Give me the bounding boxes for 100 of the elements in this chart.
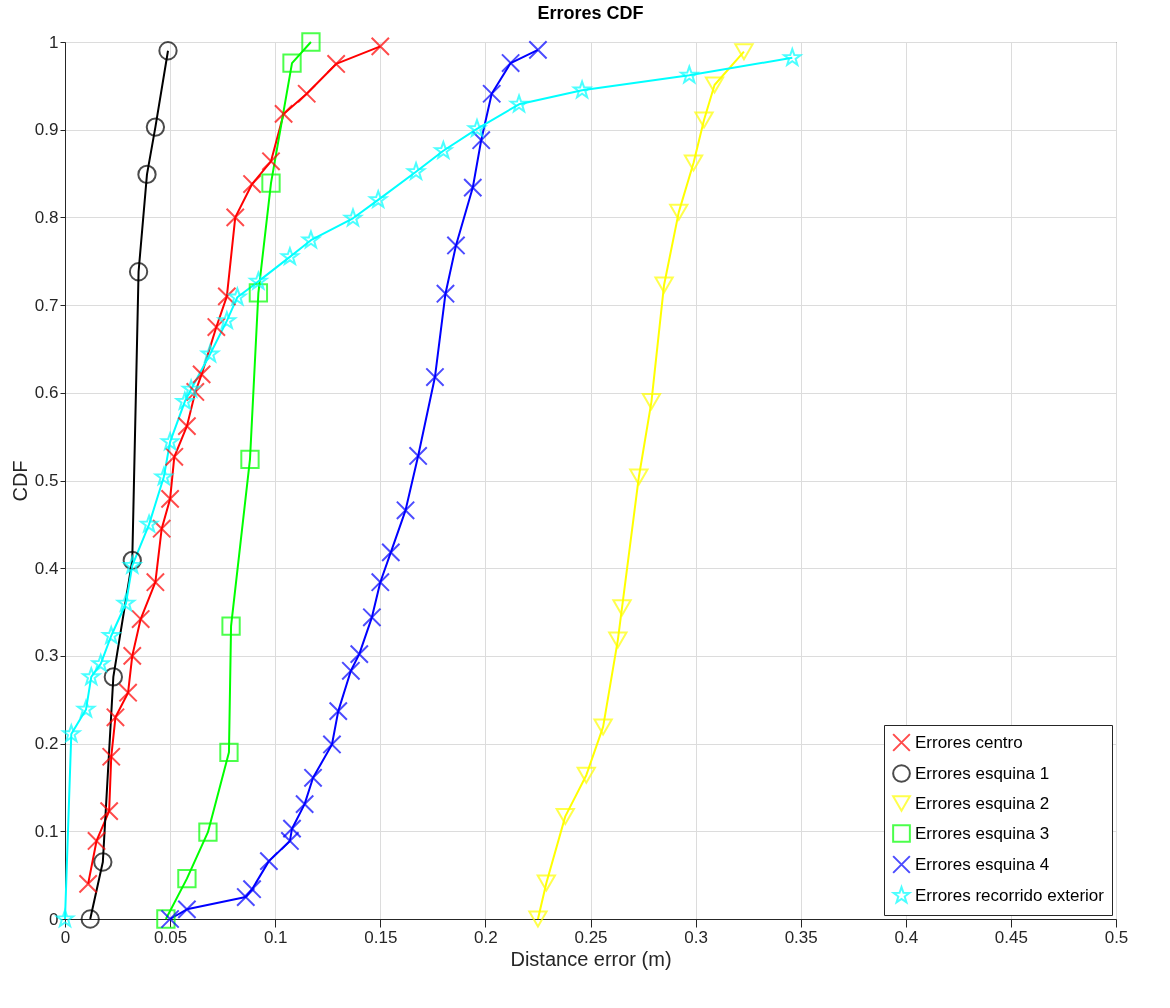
chart-title: Errores CDF [537, 3, 644, 24]
point [177, 899, 197, 920]
y-tick-label: 0.5 [34, 471, 59, 490]
point [528, 910, 548, 928]
x-tick-label: 0.35 [784, 927, 818, 947]
point [103, 667, 124, 687]
y-tick-label: 0.4 [34, 558, 59, 578]
point [683, 154, 704, 172]
point [242, 879, 262, 899]
point [280, 831, 300, 851]
point [434, 141, 453, 159]
point [177, 869, 197, 889]
point [122, 646, 142, 666]
point [406, 162, 426, 180]
point [91, 654, 110, 672]
legend-label: Errores esquina 2 [915, 793, 1050, 813]
y-tick-label: 0 [49, 909, 59, 929]
point [669, 203, 689, 221]
point [282, 819, 302, 839]
point [261, 173, 281, 193]
point [704, 76, 725, 94]
point [608, 631, 628, 649]
point [381, 542, 401, 563]
point [145, 117, 166, 137]
point [199, 342, 221, 364]
point [191, 364, 212, 385]
point [198, 822, 218, 842]
y-tick-label: 0.9 [34, 120, 59, 140]
point [236, 887, 256, 907]
point [300, 228, 322, 250]
point [80, 909, 100, 929]
point [225, 207, 245, 228]
point [593, 718, 613, 736]
legend-label: Errores esquina 3 [915, 823, 1050, 843]
point [180, 377, 202, 399]
point [160, 432, 180, 450]
point [654, 276, 674, 294]
point [152, 519, 172, 539]
point [463, 177, 483, 198]
point [76, 699, 96, 718]
point [249, 271, 268, 290]
y-tick-label: 0.1 [34, 821, 59, 841]
y-tick-label: 0.2 [34, 734, 59, 754]
point [322, 734, 342, 755]
y-tick-label: 0.3 [34, 646, 59, 666]
point [342, 206, 364, 228]
point [158, 41, 178, 61]
point [217, 311, 237, 329]
x-tick-label: 0.2 [474, 927, 498, 947]
legend-label: Errores centro [915, 732, 1023, 752]
point [62, 724, 81, 742]
point [261, 151, 281, 171]
point [500, 53, 521, 73]
point [694, 111, 714, 129]
point [259, 851, 279, 871]
point [303, 768, 323, 788]
legend-label: Errores recorrido exterior [915, 885, 1105, 905]
point [528, 40, 548, 60]
point [641, 393, 662, 411]
point [425, 367, 445, 387]
point [370, 36, 390, 57]
point [294, 794, 315, 814]
point [131, 609, 151, 629]
point [93, 852, 113, 872]
x-tick-label: 0.5 [1104, 927, 1129, 947]
y-axis-title: CDF [8, 460, 31, 502]
y-tick-label: 0.7 [34, 295, 59, 315]
point [118, 683, 138, 703]
point [301, 32, 321, 52]
point [629, 468, 649, 486]
x-axis-title: Distance error (m) [510, 947, 672, 970]
point [446, 235, 466, 256]
point [326, 54, 346, 74]
point [219, 742, 239, 763]
point [370, 572, 390, 592]
point [105, 707, 126, 727]
point [164, 447, 184, 467]
point [508, 92, 530, 114]
point [783, 48, 802, 66]
point [123, 555, 142, 574]
point [282, 53, 302, 73]
point [240, 449, 260, 470]
point [482, 84, 502, 104]
point [273, 104, 294, 124]
point [362, 607, 382, 627]
point [242, 174, 262, 194]
point [145, 572, 166, 592]
point [328, 701, 348, 721]
point [185, 382, 205, 402]
x-tick-label: 0.4 [894, 927, 919, 947]
point [555, 807, 575, 825]
point [571, 78, 593, 100]
point [248, 283, 269, 303]
point [395, 500, 416, 520]
point [349, 644, 369, 664]
point [206, 317, 226, 337]
x-tick-label: 0.45 [994, 927, 1028, 947]
point [435, 284, 456, 304]
point [217, 286, 237, 306]
point [612, 599, 632, 617]
